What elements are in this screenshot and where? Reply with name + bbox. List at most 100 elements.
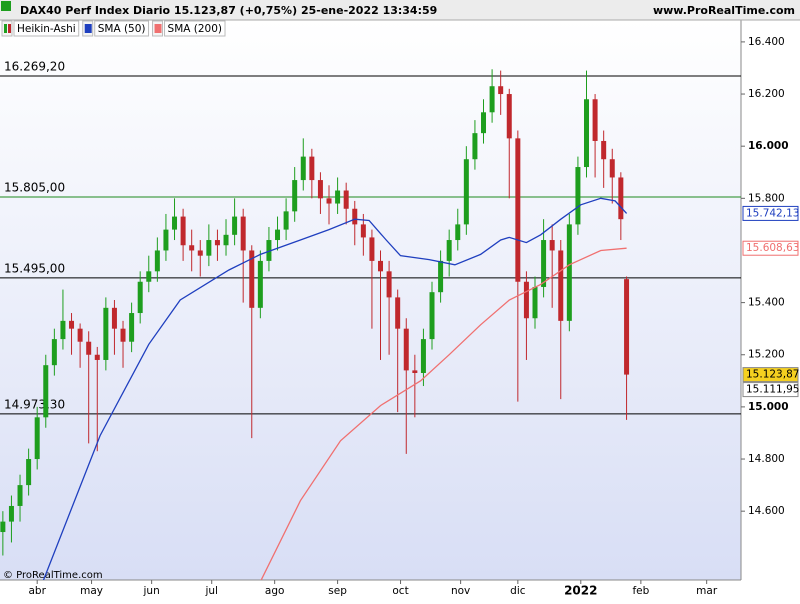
candle-body	[335, 190, 341, 204]
candle-body	[609, 159, 615, 178]
footer: © ProRealTime.com	[3, 570, 103, 581]
candle-body	[34, 417, 40, 460]
candle-body	[481, 112, 487, 134]
plot-area	[0, 20, 741, 580]
price-tag	[742, 367, 799, 383]
x-tick-label: ago	[265, 585, 285, 597]
candle-body	[455, 224, 461, 241]
price-tag	[742, 205, 799, 221]
legend-frame	[94, 20, 150, 37]
candle-body	[8, 505, 14, 522]
candle-body	[283, 211, 289, 230]
candle-body	[326, 198, 332, 204]
candle-body	[575, 167, 581, 225]
sma-line	[42, 197, 628, 580]
candle-body	[214, 240, 220, 246]
candle-body	[532, 286, 538, 319]
y-tick-label: 16.000	[748, 140, 789, 152]
x-tick-label: sep	[328, 585, 347, 597]
candle-body	[566, 224, 572, 321]
candle-body	[472, 133, 478, 160]
x-tick-label: mar	[696, 585, 718, 597]
candle-body	[223, 234, 229, 246]
candle-body	[137, 281, 143, 314]
y-tick-label: 15.200	[748, 349, 785, 361]
level-label: 14.973,30	[4, 397, 65, 411]
candle-body	[197, 250, 203, 256]
candle-body	[515, 138, 521, 282]
candle-body	[343, 190, 349, 209]
candle-body	[360, 224, 366, 238]
candle-body	[180, 216, 186, 246]
price-tag	[742, 240, 799, 256]
candle-body	[624, 279, 630, 375]
candle-body	[523, 281, 529, 319]
candle-body	[498, 86, 504, 95]
candle-body	[111, 307, 117, 329]
candle-body	[77, 328, 83, 342]
legend-label: SMA (50)	[98, 23, 146, 35]
candle-body	[584, 99, 590, 168]
candle-body	[154, 250, 160, 272]
candle-body	[386, 271, 392, 298]
x-tick-label: 2022	[564, 584, 597, 598]
legend-label: Heikin-Ashi	[17, 23, 76, 35]
legend-frame	[164, 20, 226, 37]
candle-body	[292, 180, 298, 212]
candle-body	[172, 216, 178, 230]
candle-body	[120, 328, 126, 342]
candle-body	[309, 156, 315, 181]
y-tick-label: 15.400	[748, 297, 785, 309]
price-tag-label: 15.742,13	[746, 207, 799, 219]
axes: 16.400 16.200 16.000 15.800 15.400 15.200 15.0…	[28, 36, 799, 598]
candle-body	[592, 99, 598, 141]
candle-body	[146, 271, 152, 282]
candle-body	[549, 240, 555, 251]
candle-body	[103, 307, 109, 360]
levels: 16.269,20 15.805,00 15.495,00 14.973,30	[0, 60, 741, 415]
level-label: 16.269,20	[4, 60, 65, 74]
y-tick-label: 14.600	[748, 505, 785, 517]
logo-icon	[1, 1, 11, 11]
x-tick-label: jun	[143, 585, 160, 597]
legend-swatch	[8, 24, 11, 33]
legend-swatch	[4, 24, 7, 33]
candle-body	[43, 365, 49, 418]
candle-body	[69, 320, 75, 329]
candle-body	[94, 354, 100, 360]
candle-body	[558, 250, 564, 321]
candle-body	[266, 240, 272, 261]
candle-body	[257, 260, 263, 308]
candle-body	[438, 260, 444, 293]
header-bar	[0, 0, 800, 20]
candle-body	[240, 216, 246, 251]
source: www.ProRealTime.com	[653, 4, 795, 17]
candle-body	[541, 240, 547, 287]
candle-body	[300, 156, 306, 181]
level-label: 15.805,00	[4, 181, 65, 195]
price-tag	[742, 382, 799, 398]
candle-body	[378, 260, 384, 272]
candle-body	[0, 521, 6, 533]
y-tick-label: 15.800	[748, 192, 785, 204]
candle-body	[249, 250, 255, 308]
candle-body	[232, 216, 238, 235]
legend-swatch	[154, 24, 162, 33]
y-tick-label: 16.400	[748, 36, 785, 48]
x-tick-label: jul	[204, 585, 218, 597]
x-tick-label: abr	[28, 585, 46, 597]
candle-body	[412, 370, 418, 373]
candle-body	[463, 159, 469, 225]
candle-body	[618, 177, 624, 220]
candle-body	[60, 320, 66, 340]
candle-body	[489, 86, 495, 113]
x-tick-label: oct	[392, 585, 408, 597]
candle-body	[275, 229, 281, 241]
candle-body	[17, 485, 23, 506]
candle-body	[163, 229, 169, 251]
legend-frame	[13, 20, 80, 37]
candle-body	[506, 94, 512, 139]
candle-body	[429, 292, 435, 340]
